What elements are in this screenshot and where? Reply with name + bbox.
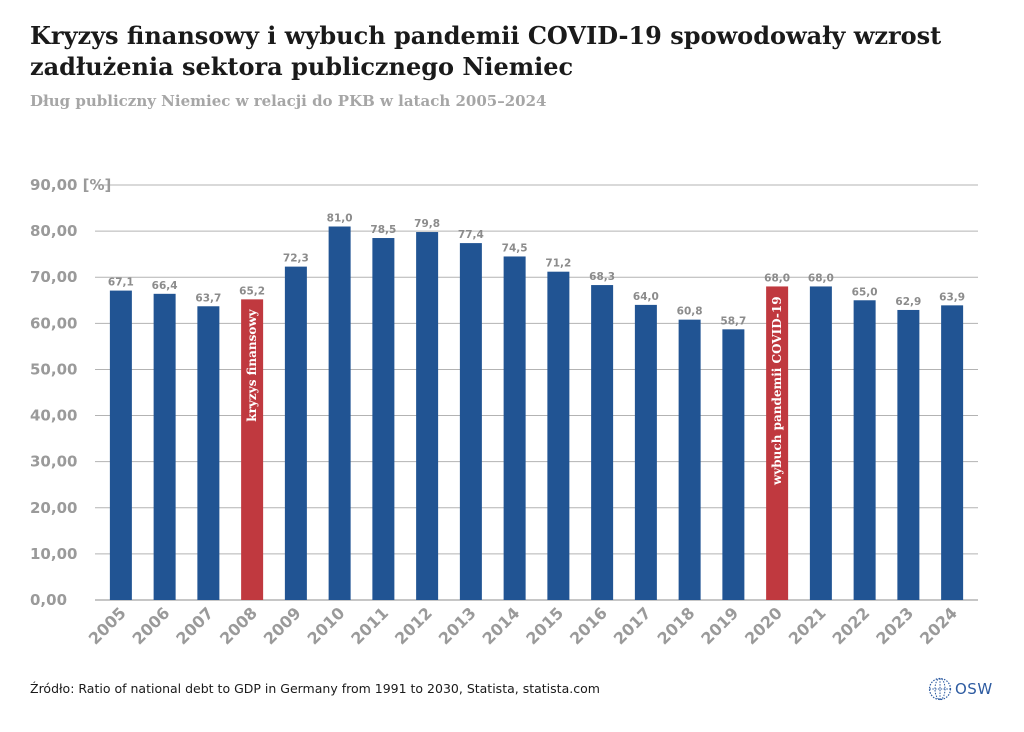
bar-2007 <box>197 306 220 600</box>
data-label-2014: 74,5 <box>502 242 528 254</box>
x-tick-2008: 2008 <box>216 603 261 648</box>
chart-title: Kryzys finansowy i wybuch pandemii COVID… <box>30 21 942 81</box>
x-axis-ticks: 2005200620072008200920102011201220132014… <box>85 603 961 648</box>
data-label-2012: 79,8 <box>414 218 440 230</box>
x-tick-2009: 2009 <box>260 603 305 648</box>
y-tick-label: 80,00 <box>30 222 77 240</box>
y-tick-label: 90,00 [%] <box>30 176 111 194</box>
y-tick-label: 0,00 <box>30 591 67 609</box>
x-tick-2012: 2012 <box>391 603 436 648</box>
data-label-2013: 77,4 <box>458 229 484 241</box>
x-tick-2023: 2023 <box>872 603 917 648</box>
data-label-2021: 68,0 <box>808 272 834 284</box>
data-label-2011: 78,5 <box>370 224 396 236</box>
x-tick-2024: 2024 <box>916 603 961 648</box>
osw-logo: OSW <box>928 677 993 701</box>
bar-2014 <box>503 256 526 600</box>
bar-2008 <box>241 299 264 600</box>
x-tick-2007: 2007 <box>172 603 217 648</box>
annotation-2020: wybuch pandemii COVID-19 <box>770 296 784 486</box>
y-tick-label: 70,00 <box>30 268 77 286</box>
data-label-2020: 68,0 <box>764 272 790 284</box>
bars <box>109 226 964 601</box>
bar-2019 <box>722 329 745 600</box>
data-label-2007: 63,7 <box>195 292 221 304</box>
data-label-2015: 71,2 <box>545 258 571 270</box>
y-tick-label: 20,00 <box>30 499 77 517</box>
bar-2016 <box>591 285 614 600</box>
data-label-2019: 58,7 <box>720 315 746 327</box>
data-label-2018: 60,8 <box>677 306 703 318</box>
bar-2012 <box>416 232 439 601</box>
x-tick-2016: 2016 <box>566 603 611 648</box>
bar-2018 <box>678 319 701 600</box>
bar-2009 <box>284 266 307 600</box>
x-tick-2010: 2010 <box>304 603 349 648</box>
y-tick-label: 50,00 <box>30 360 77 378</box>
x-tick-2006: 2006 <box>129 603 174 648</box>
data-label-2010: 81,0 <box>327 213 353 225</box>
logo-text: OSW <box>955 680 993 698</box>
bar-2010 <box>328 226 351 600</box>
bar-2005 <box>109 290 132 600</box>
data-label-2005: 67,1 <box>108 277 134 289</box>
x-tick-2022: 2022 <box>829 603 874 648</box>
data-label-2023: 62,9 <box>895 296 921 308</box>
x-tick-2011: 2011 <box>347 603 392 648</box>
y-tick-label: 30,00 <box>30 453 77 471</box>
x-tick-2020: 2020 <box>741 603 786 648</box>
y-tick-label: 40,00 <box>30 407 77 425</box>
source-note: Źródło: Ratio of national debt to GDP in… <box>30 681 600 696</box>
annotation-2008: kryzys finansowy <box>245 308 259 421</box>
chart-subtitle: Dług publiczny Niemiec w relacji do PKB … <box>30 92 547 110</box>
data-label-2016: 68,3 <box>589 271 615 283</box>
data-label-2008: 65,2 <box>239 285 265 297</box>
data-label-2024: 63,9 <box>939 291 965 303</box>
x-tick-2019: 2019 <box>697 603 742 648</box>
data-label-2017: 64,0 <box>633 291 659 303</box>
x-tick-2017: 2017 <box>610 603 655 648</box>
x-tick-2015: 2015 <box>522 603 567 648</box>
bar-2024 <box>941 305 964 600</box>
x-tick-2005: 2005 <box>85 603 130 648</box>
bar-2022 <box>853 300 876 600</box>
y-tick-label: 60,00 <box>30 314 77 332</box>
bar-2015 <box>547 271 570 600</box>
data-label-2006: 66,4 <box>152 280 178 292</box>
bar-2017 <box>634 304 657 600</box>
bar-2021 <box>809 286 832 600</box>
bar-2006 <box>153 293 176 600</box>
bar-2023 <box>897 309 920 600</box>
x-tick-2014: 2014 <box>479 603 524 648</box>
x-tick-2013: 2013 <box>435 603 480 648</box>
x-tick-2021: 2021 <box>785 603 830 648</box>
bar-2020 <box>766 286 789 600</box>
data-label-2022: 65,0 <box>852 286 878 298</box>
bar-2011 <box>372 238 395 600</box>
x-tick-2018: 2018 <box>654 603 699 648</box>
data-labels: 67,1 66,4 63,7 65,2 kryzys finansowy 72,3 81,0… <box>108 213 965 487</box>
globe-icon <box>928 677 952 701</box>
y-tick-label: 10,00 <box>30 545 77 563</box>
data-label-2009: 72,3 <box>283 253 309 265</box>
bar-2013 <box>459 243 482 600</box>
